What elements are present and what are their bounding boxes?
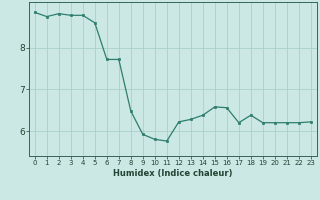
- X-axis label: Humidex (Indice chaleur): Humidex (Indice chaleur): [113, 169, 233, 178]
